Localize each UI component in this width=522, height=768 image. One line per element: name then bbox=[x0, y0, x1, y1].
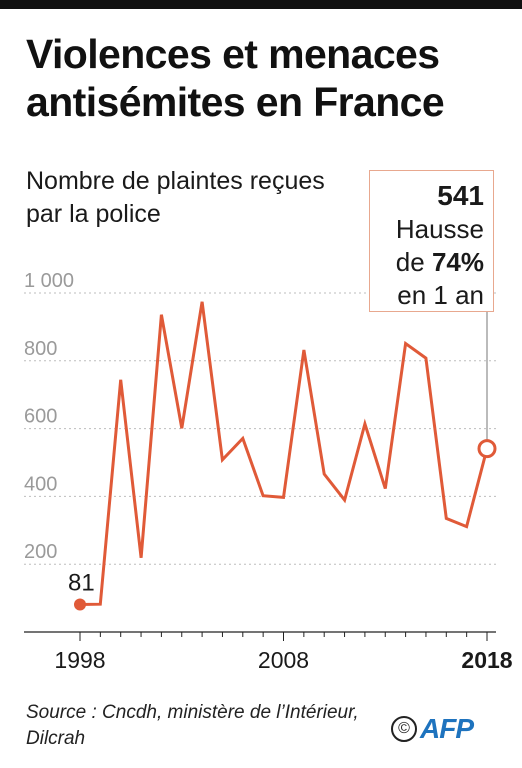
source-note: Source : Cncdh, ministère de l’Intérieur… bbox=[26, 702, 359, 749]
grid-lines bbox=[24, 292, 496, 565]
line-chart: 200 400 600 800 1 000 1998 2008 2018 81 bbox=[24, 270, 513, 673]
y-tick-label-200: 200 bbox=[24, 541, 57, 563]
y-tick-label-800: 800 bbox=[24, 338, 57, 360]
data-labels: 81 bbox=[68, 570, 95, 597]
y-tick-label-600: 600 bbox=[24, 406, 57, 428]
start-point-marker bbox=[74, 598, 86, 611]
callout-line3: en 1 an bbox=[397, 280, 484, 310]
callout-line2: de 74% bbox=[370, 246, 484, 279]
x-tick-label-2008: 2008 bbox=[258, 647, 309, 673]
endpoint-markers bbox=[74, 439, 497, 611]
afp-logo: AFP bbox=[420, 713, 474, 744]
chart-subtitle: Nombre de plaintes reçues par la police bbox=[26, 167, 325, 228]
copyright-icon: © bbox=[391, 716, 417, 742]
y-tick-label-400: 400 bbox=[24, 473, 57, 495]
callout-line2-prefix: de bbox=[395, 247, 432, 277]
y-axis-labels: 200 400 600 800 1 000 bbox=[24, 270, 74, 563]
chart-title: Violences et menaces antisémites en Fran… bbox=[26, 31, 445, 125]
callout-value: 541 bbox=[437, 180, 484, 211]
callout-line1: Hausse bbox=[395, 214, 484, 244]
x-axis-labels: 1998 2008 2018 bbox=[54, 647, 512, 673]
x-tick-label-1998: 1998 bbox=[54, 647, 105, 673]
callout-percent: 74% bbox=[431, 247, 484, 277]
series-polyline bbox=[79, 301, 489, 606]
series-line bbox=[79, 301, 489, 606]
callout-box: 541 Hausse de 74% en 1 an bbox=[369, 170, 494, 312]
x-tick-label-2018: 2018 bbox=[461, 647, 512, 673]
top-bar bbox=[0, 0, 522, 9]
x-axis bbox=[24, 631, 496, 641]
data-label-start: 81 bbox=[68, 570, 95, 597]
y-tick-label-1000: 1 000 bbox=[24, 270, 74, 292]
end-point-marker bbox=[477, 439, 497, 459]
